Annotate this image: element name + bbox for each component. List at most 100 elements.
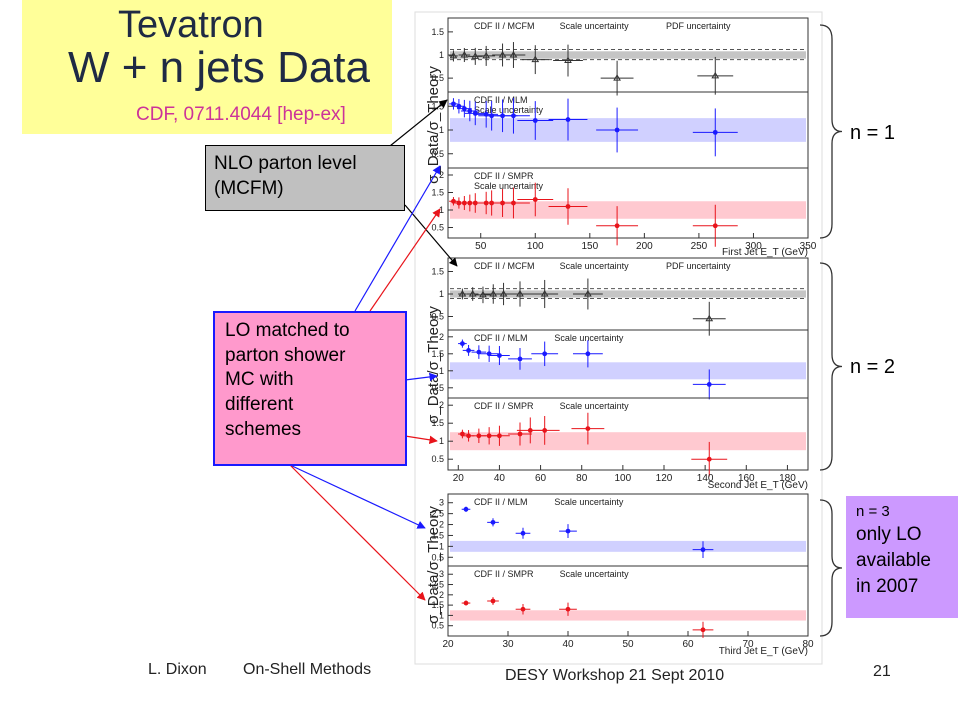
data-point [511, 113, 516, 119]
x-tick-label: 40 [562, 639, 574, 650]
callout-arrow [369, 208, 441, 312]
callout-arrow [404, 204, 458, 267]
lo-callout-line: LO matched to [225, 320, 350, 341]
y-tick-label: 1.5 [431, 418, 444, 428]
data-point [517, 356, 523, 362]
legend-entry: Scale uncertainty [554, 333, 624, 343]
data-point [565, 117, 571, 122]
data-point [700, 547, 706, 553]
slide-title-line2: W + n jets Data [68, 43, 371, 92]
data-point [476, 433, 482, 439]
legend-entry: CDF II / MLM [474, 333, 528, 343]
data-point [466, 348, 471, 353]
legend-entry: CDF II / MCFM [474, 21, 535, 31]
brace-n3 [819, 499, 843, 637]
lo-callout-line: MC with [225, 369, 294, 391]
legend-entry: Scale uncertainty [554, 497, 624, 507]
footer-event: DESY Workshop 21 Sept 2010 [505, 667, 725, 684]
x-tick-label: 20 [442, 639, 454, 650]
scale-uncertainty-band [450, 51, 806, 59]
y-tick-label: 0.5 [431, 552, 444, 562]
x-tick-label: 100 [615, 473, 632, 484]
x-axis-label: First Jet E_T (GeV) [722, 247, 808, 258]
page-number: 21 [873, 663, 891, 680]
legend-entry: Scale uncertainty [560, 21, 630, 31]
x-tick-label: 180 [779, 473, 796, 484]
data-point [585, 351, 591, 357]
y-axis-label: σ_Data/σ_Theory [425, 66, 442, 184]
y-tick-label: 2.5 [431, 509, 444, 519]
data-point [476, 349, 482, 355]
data-point [499, 290, 508, 297]
legend-entry: Scale uncertainty [474, 105, 544, 115]
data-point [542, 428, 548, 433]
data-point [540, 290, 549, 297]
data-point [460, 341, 465, 346]
brace-n2 [819, 262, 843, 471]
data-point [520, 530, 526, 536]
data-point [456, 103, 462, 109]
legend-entry: Scale uncertainty [560, 401, 630, 411]
y-tick-label: 1.5 [431, 600, 444, 610]
nlo-callout-line: (MCFM) [214, 177, 284, 199]
x-axis-label: Third Jet E_T (GeV) [719, 646, 808, 657]
data-point [468, 290, 477, 297]
data-point [511, 200, 516, 206]
legend-entry: CDF II / MLM [474, 497, 528, 507]
n3-callout: n = 3 only LO available in 2007 [846, 496, 958, 618]
data-point [497, 353, 502, 358]
data-point [532, 197, 538, 202]
callout-arrow [404, 372, 438, 382]
x-tick-label: 100 [527, 241, 544, 252]
x-tick-label: 70 [742, 639, 754, 650]
y-tick-label: 0.5 [431, 312, 444, 322]
legend-entry: Scale uncertainty [560, 261, 630, 271]
footer-author: L. Dixon [148, 661, 207, 678]
y-tick-label: 0.5 [431, 454, 444, 464]
lo-callout-line: different [225, 394, 294, 416]
x-tick-label: 60 [682, 639, 694, 650]
x-tick-label: 60 [535, 473, 547, 484]
lo-callout-line: schemes [225, 418, 302, 440]
data-point [490, 598, 496, 604]
y-tick-label: 1 [439, 541, 444, 551]
scale-uncertainty-band [450, 540, 806, 552]
x-tick-label: 200 [636, 241, 653, 252]
data-point [458, 290, 467, 297]
y-tick-label: 1.5 [431, 188, 444, 198]
x-tick-label: 40 [494, 473, 506, 484]
brace-label-n2: n = 2 [850, 356, 896, 378]
y-tick-label: 1 [439, 125, 444, 135]
legend-entry: CDF II / SMPR [474, 171, 534, 181]
y-tick-label: 1 [439, 289, 444, 299]
y-axis-label: σ_Data/σ_Theory [425, 306, 442, 424]
data-point [449, 51, 458, 59]
y-tick-label: 1 [439, 436, 444, 446]
data-point [614, 223, 620, 229]
data-point [516, 290, 524, 297]
legend-entry: PDF uncertainty [666, 21, 731, 31]
title-box: Tevatron W + n jets Data CDF, 0711.4044 … [22, 0, 392, 134]
data-point [482, 51, 491, 59]
y-tick-label: 2 [439, 520, 444, 530]
legend-entry: PDF uncertainty [666, 261, 731, 271]
y-tick-label: 1.5 [431, 27, 444, 37]
data-point [517, 431, 523, 437]
data-point [451, 198, 456, 204]
data-point [490, 519, 496, 525]
x-tick-label: 300 [745, 241, 762, 252]
x-tick-label: 140 [697, 473, 714, 484]
y-tick-label: 2 [439, 400, 444, 410]
data-point [509, 51, 518, 58]
data-point [565, 204, 571, 209]
data-point [706, 456, 712, 462]
callout-arrow [289, 464, 426, 601]
legend-entry: CDF II / MLM [474, 95, 528, 105]
legend-entry: Scale uncertainty [560, 569, 630, 579]
y-tick-label: 1.5 [431, 267, 444, 277]
brace-n1 [819, 24, 843, 239]
data-point [613, 74, 621, 81]
y-tick-label: 2 [439, 332, 444, 342]
x-tick-label: 350 [800, 241, 817, 252]
